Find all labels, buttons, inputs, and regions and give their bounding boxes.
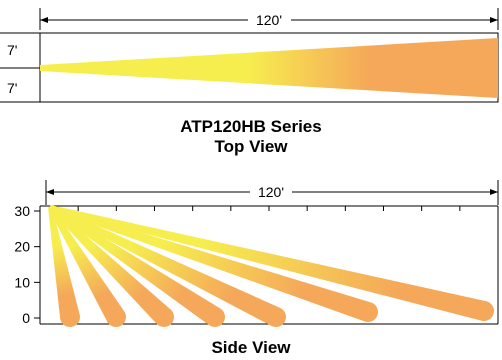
side-beam bbox=[48, 205, 174, 327]
side-y-tick-label: 30 bbox=[14, 203, 30, 219]
side-beam bbox=[48, 205, 225, 327]
side-range-label: 120' bbox=[258, 184, 284, 200]
top-width-upper-label: 7' bbox=[7, 42, 17, 58]
top-view-subtitle: Top View bbox=[214, 137, 288, 156]
side-y-tick-label: 10 bbox=[14, 274, 30, 290]
top-beam-cone bbox=[40, 38, 498, 98]
side-beam bbox=[48, 206, 80, 327]
side-beam bbox=[49, 205, 495, 321]
top-range-label: 120' bbox=[256, 12, 282, 28]
top-view: 120' 7' 7' bbox=[0, 8, 499, 103]
top-view-caption: ATP120HB Series Top View bbox=[0, 117, 502, 157]
side-beam bbox=[48, 205, 126, 328]
side-top-ticks bbox=[77, 206, 461, 211]
side-range-arrow-left bbox=[46, 189, 54, 195]
side-beam bbox=[49, 205, 379, 322]
side-beams bbox=[48, 205, 495, 328]
side-view: 120' 30 20 10 0 bbox=[14, 180, 499, 328]
side-range-arrow-right bbox=[490, 189, 498, 195]
product-series-title: ATP120HB Series bbox=[180, 117, 322, 136]
side-view-caption: Side View bbox=[211, 338, 291, 357]
side-beam bbox=[49, 205, 286, 327]
top-width-lower-label: 7' bbox=[7, 80, 17, 96]
side-y-tick-label: 0 bbox=[22, 310, 30, 326]
side-y-ticks: 30 20 10 0 bbox=[14, 203, 40, 326]
top-range-arrow-right bbox=[490, 17, 498, 23]
side-y-tick-label: 20 bbox=[14, 239, 30, 255]
top-range-arrow-left bbox=[40, 17, 48, 23]
